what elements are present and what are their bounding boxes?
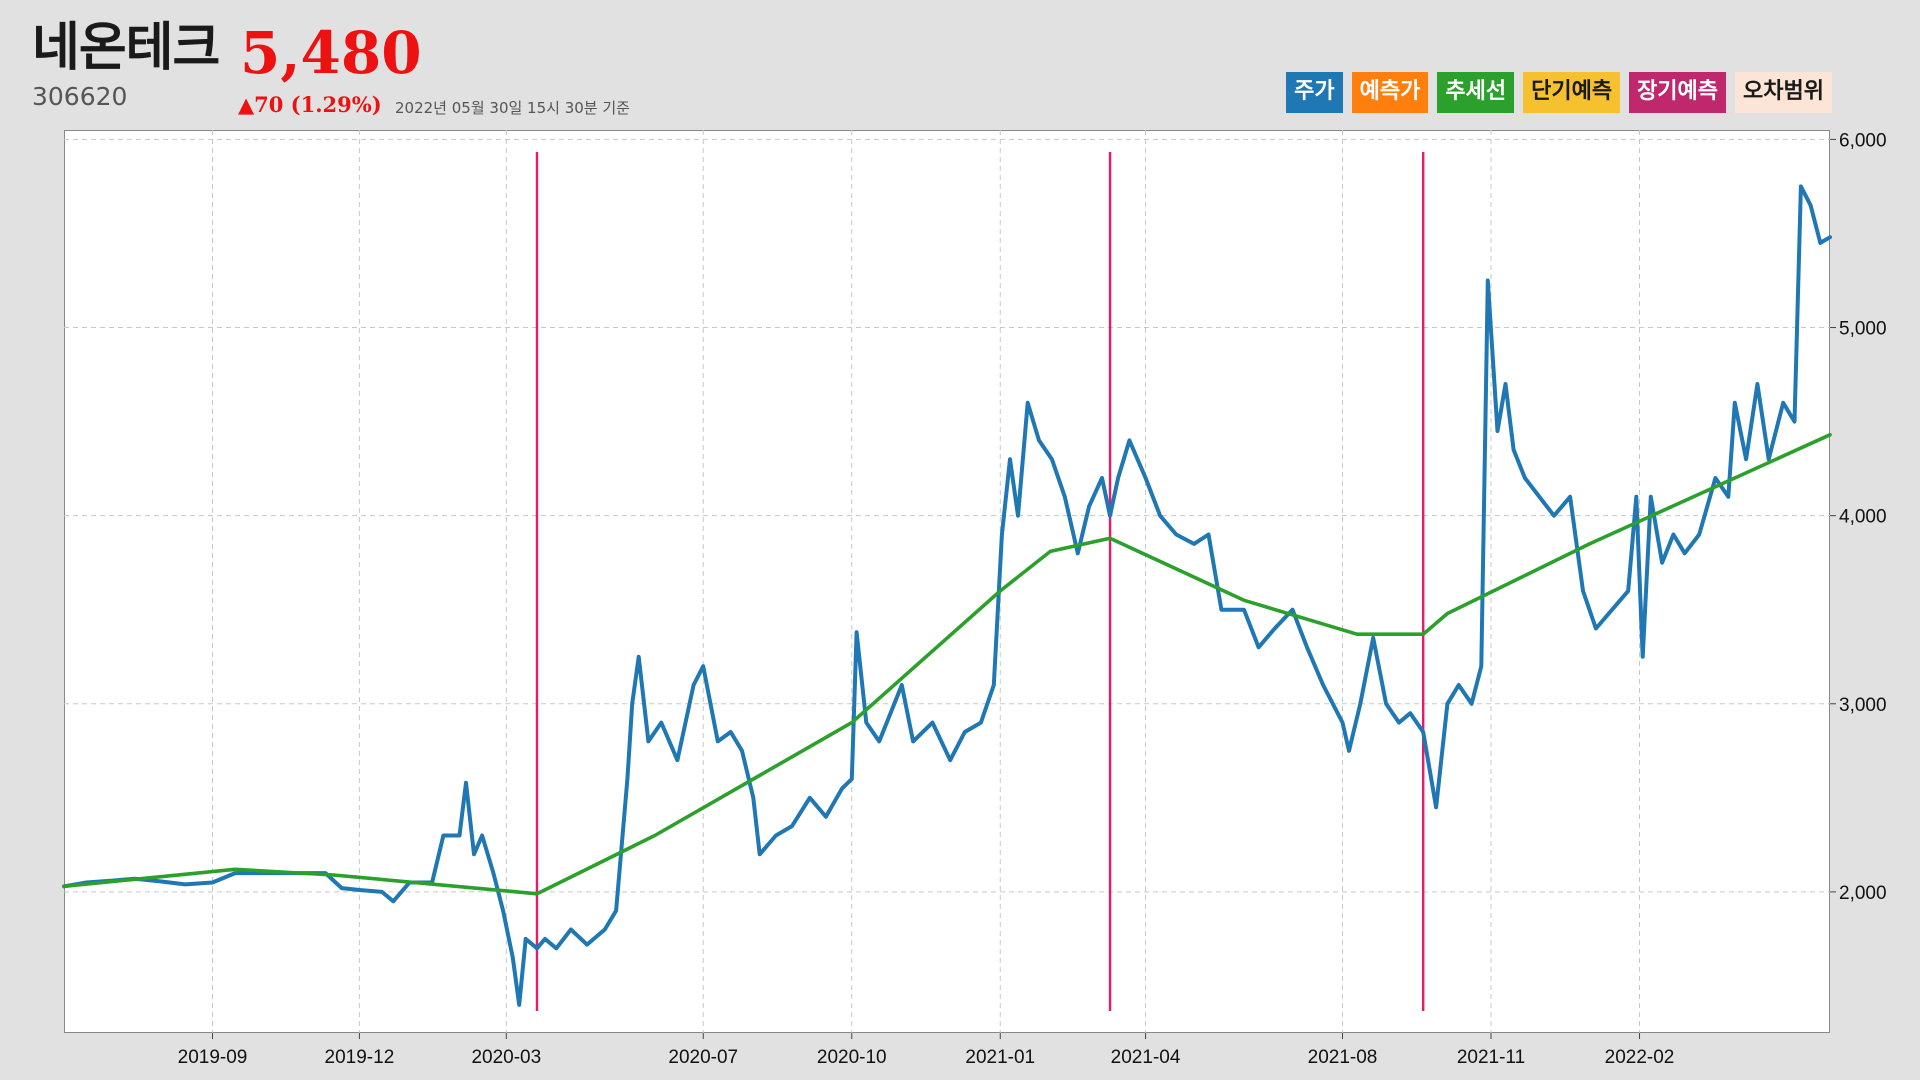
legend-item-trendline[interactable]: 추세선 [1437,72,1515,113]
y-tick-label: 3,000 [1839,695,1887,716]
legend-item-long-term[interactable]: 장기예측 [1629,72,1727,113]
x-tick-label: 2021-01 [965,1047,1035,1068]
legend-item-forecast[interactable]: 예측가 [1351,72,1429,113]
x-tick-label: 2021-04 [1111,1047,1181,1068]
price-change: ▲70 (1.29%) [238,92,382,117]
x-tick-label: 2020-07 [668,1047,738,1068]
legend-item-short-term[interactable]: 단기예측 [1523,72,1621,113]
legend-item-price[interactable]: 주가 [1286,72,1343,113]
y-tick-label: 6,000 [1839,130,1887,151]
x-tick-label: 2022-02 [1605,1047,1675,1068]
x-tick-label: 2021-11 [1457,1047,1525,1068]
x-tick-label: 2021-08 [1308,1047,1378,1068]
x-tick-label: 2020-10 [817,1047,887,1068]
x-tick-label: 2020-03 [471,1047,541,1068]
stock-name: 네온테크 [32,18,220,78]
y-tick-label: 5,000 [1839,319,1887,340]
legend: 주가 예측가 추세선 단기예측 장기예측 오차범위 [1286,72,1832,113]
x-tick-label: 2019-09 [178,1047,248,1068]
y-tick-label: 4,000 [1839,507,1887,528]
x-tick-label: 2019-12 [325,1047,395,1068]
stock-code: 306620 [32,82,128,111]
timestamp: 2022년 05월 30일 15시 30분 기준 [395,99,630,117]
plot-area [64,130,1830,1033]
legend-item-error-range[interactable]: 오차범위 [1735,72,1832,113]
y-tick-label: 2,000 [1839,883,1887,904]
current-price: 5,480 [240,19,422,87]
header: 네온테크 5,480 306620 ▲70 (1.29%) 2022년 05월 … [0,0,1920,130]
